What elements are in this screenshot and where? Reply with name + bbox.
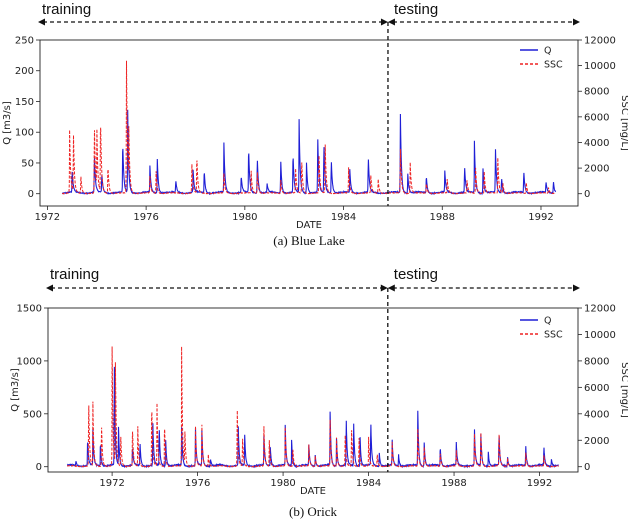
y-right-axis-label: SSC [mg/L]: [619, 95, 628, 151]
testing-label: testing: [394, 1, 438, 18]
y-left-tick-label: 150: [15, 97, 34, 108]
legend-label-ssc: SSC: [544, 330, 563, 341]
training-arrow-head-right: [380, 284, 388, 292]
x-tick-label: 1972: [99, 478, 124, 489]
testing-label: testing: [394, 266, 438, 283]
x-tick-label: 1984: [331, 212, 356, 223]
y-left-tick-label: 0: [28, 189, 34, 200]
x-tick-label: 1988: [430, 212, 455, 223]
legend-label-ssc: SSC: [544, 60, 563, 71]
x-tick-label: 1992: [527, 478, 552, 489]
series-line-q: [61, 109, 557, 196]
x-tick-label: 1972: [35, 212, 60, 223]
series-line-q: [66, 366, 559, 469]
training-label: training: [50, 266, 99, 283]
testing-arrow-head-right: [573, 18, 580, 26]
training-arrow-head-left: [46, 284, 53, 292]
testing-arrow-head-left: [387, 18, 395, 26]
x-tick-label: 1976: [133, 212, 158, 223]
y-left-tick-label: 1500: [17, 304, 42, 315]
x-tick-label: 1980: [232, 212, 257, 223]
y-left-tick-label: 250: [15, 36, 34, 47]
y-left-axis-label: Q [m3/s]: [2, 101, 13, 145]
y-right-tick-label: 8000: [584, 356, 609, 367]
y-right-tick-label: 2000: [584, 436, 609, 447]
plot-frame: [47, 307, 579, 473]
y-left-tick-label: 500: [23, 409, 42, 420]
y-right-tick-label: 4000: [584, 138, 609, 149]
x-tick-label: 1992: [528, 212, 553, 223]
figure-caption: (a) Blue Lake: [273, 233, 345, 248]
y-left-tick-label: 100: [15, 128, 34, 139]
x-axis-label: DATE: [296, 220, 322, 231]
y-right-tick-label: 2000: [584, 164, 609, 175]
y-left-tick-label: 200: [15, 66, 34, 77]
y-right-axis-label: SSC [mg/L]: [619, 362, 628, 418]
y-right-tick-label: 0: [584, 462, 590, 473]
series-line-ssc: [61, 60, 556, 195]
figure-caption: (b) Orick: [289, 504, 338, 519]
x-tick-label: 1976: [185, 478, 210, 489]
plot-frame: [39, 39, 579, 207]
chart-orick: 1972 1976 1980 1984 1988 1992 0 500 1000 1500 0 200…: [10, 266, 628, 519]
x-tick-label: 1984: [356, 478, 381, 489]
y-left-tick-label: 0: [36, 462, 42, 473]
x-axis-label: DATE: [300, 486, 326, 497]
y-right-tick-label: 4000: [584, 409, 609, 420]
y-right-tick-label: 6000: [584, 383, 609, 394]
x-tick-label: 1988: [441, 478, 466, 489]
legend-label-q: Q: [544, 46, 551, 57]
y-right-tick-label: 12000: [584, 304, 616, 315]
y-right-tick-label: 0: [584, 189, 590, 200]
testing-arrow-head-right: [573, 284, 580, 292]
legend-label-q: Q: [544, 316, 551, 327]
training-arrow-head-right: [380, 18, 388, 26]
training-label: training: [42, 1, 91, 18]
y-right-tick-label: 10000: [584, 61, 616, 72]
y-right-tick-label: 10000: [584, 330, 616, 341]
y-left-axis-label: Q [m3/s]: [10, 368, 21, 412]
testing-arrow-head-left: [387, 284, 395, 292]
chart-blue: 1972 1976 1980 1984 1988 1992 0 50 100 150 200 250 0…: [2, 1, 628, 248]
y-left-tick-label: 1000: [17, 356, 42, 367]
x-tick-label: 1980: [270, 478, 295, 489]
training-arrow-head-left: [38, 18, 45, 26]
y-right-tick-label: 8000: [584, 87, 609, 98]
y-right-tick-label: 6000: [584, 112, 609, 123]
series-line-ssc: [67, 346, 559, 468]
y-right-tick-label: 12000: [584, 36, 616, 47]
y-left-tick-label: 50: [21, 158, 34, 169]
